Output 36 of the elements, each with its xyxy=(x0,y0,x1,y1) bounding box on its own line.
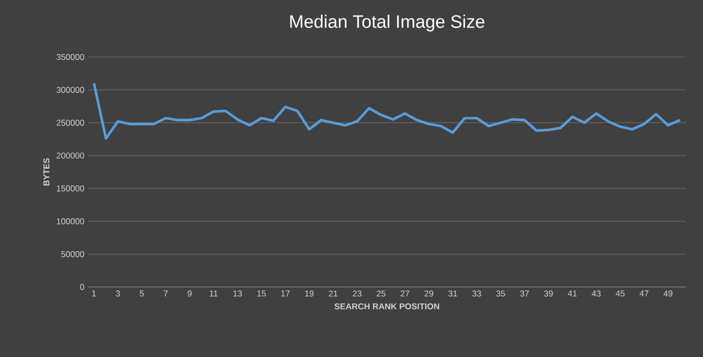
y-tick-label: 0 xyxy=(80,284,84,290)
x-tick-label: 33 xyxy=(472,290,482,297)
x-tick-label: 1 xyxy=(92,290,96,296)
x-tick-label: 25 xyxy=(376,290,386,297)
y-tick-label: 50000 xyxy=(61,251,84,258)
y-axis-title: BYTES xyxy=(43,158,50,186)
y-tick-label: 100000 xyxy=(56,218,84,224)
x-tick-label: 23 xyxy=(352,290,362,297)
y-tick-label: 150000 xyxy=(56,185,84,192)
y-tick-label: 250000 xyxy=(56,120,84,126)
x-tick-label: 31 xyxy=(448,290,458,297)
x-tick-label: 7 xyxy=(164,290,168,296)
x-tick-label: 27 xyxy=(400,290,410,296)
x-tick-label: 45 xyxy=(616,290,625,296)
x-tick-label: 35 xyxy=(496,290,505,297)
x-tick-label: 3 xyxy=(116,290,120,297)
x-tick-label: 43 xyxy=(592,290,601,297)
chart-title: Median Total Image Size xyxy=(290,14,484,32)
x-tick-label: 15 xyxy=(257,290,266,296)
x-tick-label: 11 xyxy=(210,290,218,296)
x-tick-label: 37 xyxy=(520,290,529,297)
x-tick-label: 49 xyxy=(664,290,672,297)
x-tick-label: 41 xyxy=(568,290,577,296)
y-tick-label: 300000 xyxy=(56,86,84,93)
x-tick-label: 29 xyxy=(424,290,434,297)
x-tick-label: 17 xyxy=(281,290,290,296)
x-tick-label: 9 xyxy=(188,290,192,297)
x-tick-label: 39 xyxy=(544,290,553,297)
y-tick-label: 200000 xyxy=(56,152,84,159)
y-tick-label: 350000 xyxy=(56,54,84,60)
x-tick-label: 19 xyxy=(305,290,314,297)
x-axis-title: SEARCH RANK POSITION xyxy=(334,303,440,310)
x-tick-label: 13 xyxy=(233,290,242,297)
x-tick-label: 21 xyxy=(328,290,338,296)
x-tick-label: 5 xyxy=(140,290,144,296)
x-tick-label: 47 xyxy=(640,290,648,296)
